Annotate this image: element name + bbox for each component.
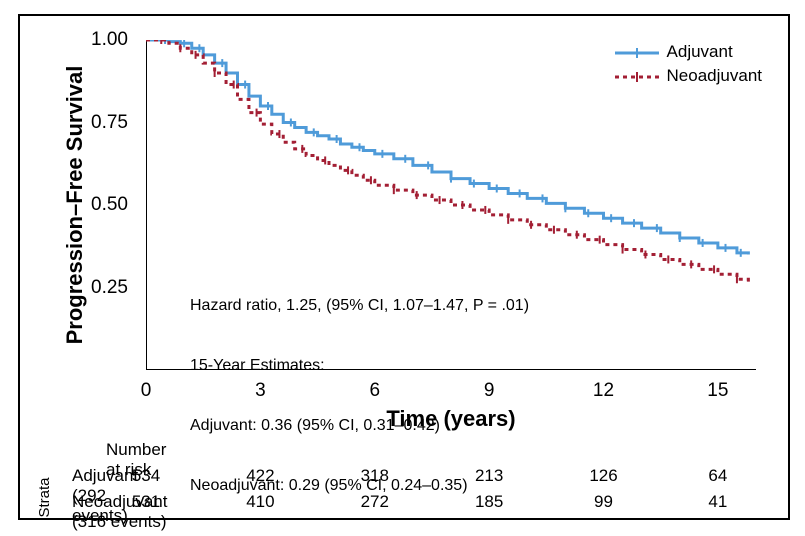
risk-cell: 410 [246,492,274,512]
legend-item-neoadjuvant: Neoadjuvant [615,66,762,86]
risk-cell: 534 [132,466,160,486]
risk-cell: 272 [361,492,389,512]
y-tick-label: 1.00 [68,29,128,51]
annot-line-1: Hazard ratio, 1.25, (95% CI, 1.07–1.47, … [190,296,529,316]
risk-cell: 126 [589,466,617,486]
risk-cell: 318 [361,466,389,486]
legend-swatch-neoadjuvant [615,69,659,83]
x-tick-label: 15 [707,380,728,402]
risk-cell: 185 [475,492,503,512]
risk-cell: 41 [708,492,727,512]
y-tick-label: 0.25 [68,277,128,299]
x-tick-label: 12 [593,380,614,402]
annot-line-3: Adjuvant: 0.36 (95% CI, 0.31–0.42) [190,416,529,436]
legend: Adjuvant Neoadjuvant [615,42,762,90]
figure-outer: Progression–Free Survival 0.250.500.751.… [0,0,805,531]
risk-cell: 64 [708,466,727,486]
legend-label-neoadjuvant: Neoadjuvant [667,66,762,86]
legend-label-adjuvant: Adjuvant [667,42,733,62]
y-tick-label: 0.50 [68,194,128,216]
strata-label: Strata [36,470,53,525]
risk-cell: 422 [246,466,274,486]
annot-line-2: 15-Year Estimates: [190,356,529,376]
legend-swatch-adjuvant [615,45,659,59]
figure-frame: Progression–Free Survival 0.250.500.751.… [18,14,790,520]
risk-cell: 99 [594,492,613,512]
risk-cell: 531 [132,492,160,512]
x-tick-label: 0 [141,380,152,402]
risk-cell: 213 [475,466,503,486]
legend-item-adjuvant: Adjuvant [615,42,762,62]
y-tick-label: 0.75 [68,112,128,134]
